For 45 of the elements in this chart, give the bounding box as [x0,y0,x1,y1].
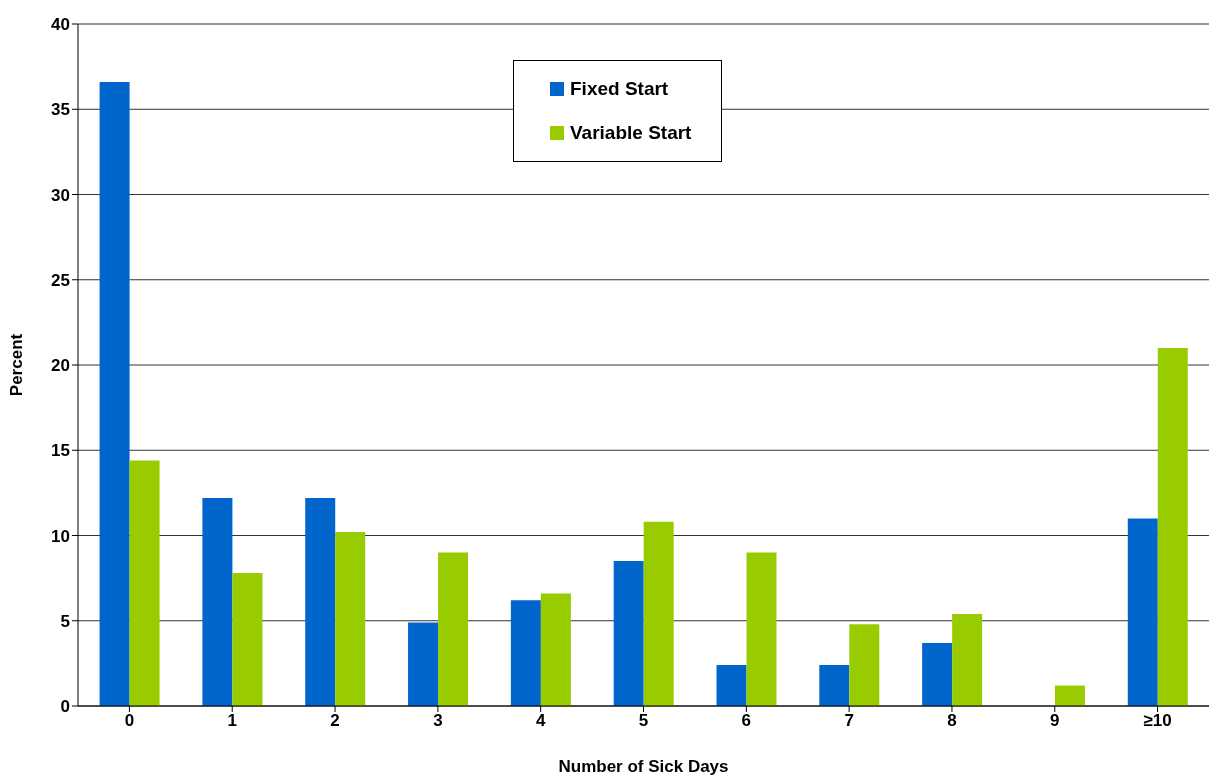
x-tick-label: 3 [433,711,443,731]
x-tick-label: 7 [844,711,854,731]
bar [510,600,541,706]
bar [1127,518,1158,706]
bar [849,624,880,706]
y-tick-label: 15 [51,441,70,461]
x-tick-label: 0 [124,711,135,731]
bar [129,460,160,706]
bar [716,665,747,706]
bar [99,81,130,706]
x-tick-label: 6 [741,711,752,731]
y-tick-label: 30 [51,185,70,205]
bar [922,642,953,706]
x-tick-label: 8 [947,711,957,731]
y-axis-title: Percent [7,333,27,397]
bar [232,573,263,706]
y-tick-label: 40 [51,15,70,35]
bar [819,665,850,706]
bar [952,613,983,706]
y-tick-label: 5 [60,611,70,631]
bar [305,497,336,706]
bar [1054,685,1085,706]
bar [1157,347,1188,706]
x-tick-label: 2 [330,711,340,731]
y-tick-label: 25 [51,270,70,290]
y-tick-label: 35 [51,100,70,120]
bar [438,552,469,706]
bar [408,622,439,706]
x-tick-label: 1 [227,711,237,731]
legend-label: Variable Start [570,121,692,145]
bar [746,552,777,706]
x-tick-label: 4 [535,711,546,731]
y-tick-label: 20 [51,356,70,376]
bar [335,532,366,706]
bar [540,593,571,706]
bar [643,521,674,706]
y-tick-label: 10 [51,526,70,546]
x-tick-label: 5 [638,711,649,731]
bar [613,561,644,706]
x-tick-label: 9 [1050,711,1060,731]
y-tick-label: 0 [60,697,70,717]
bar [202,497,233,706]
legend-label: Fixed Start [570,77,669,101]
x-tick-label: ≥10 [1143,711,1172,731]
x-axis-title: Number of Sick Days [558,757,729,776]
